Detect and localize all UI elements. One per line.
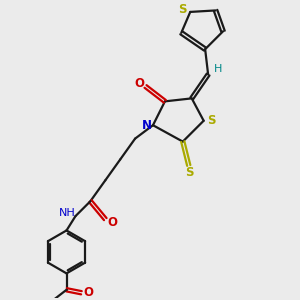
- Text: S: S: [185, 166, 194, 178]
- Text: S: S: [207, 114, 215, 127]
- Text: O: O: [134, 77, 144, 90]
- Text: NH: NH: [59, 208, 76, 218]
- Text: N: N: [141, 119, 152, 132]
- Text: S: S: [178, 3, 186, 16]
- Text: O: O: [83, 286, 93, 299]
- Text: H: H: [214, 64, 222, 74]
- Text: O: O: [108, 216, 118, 229]
